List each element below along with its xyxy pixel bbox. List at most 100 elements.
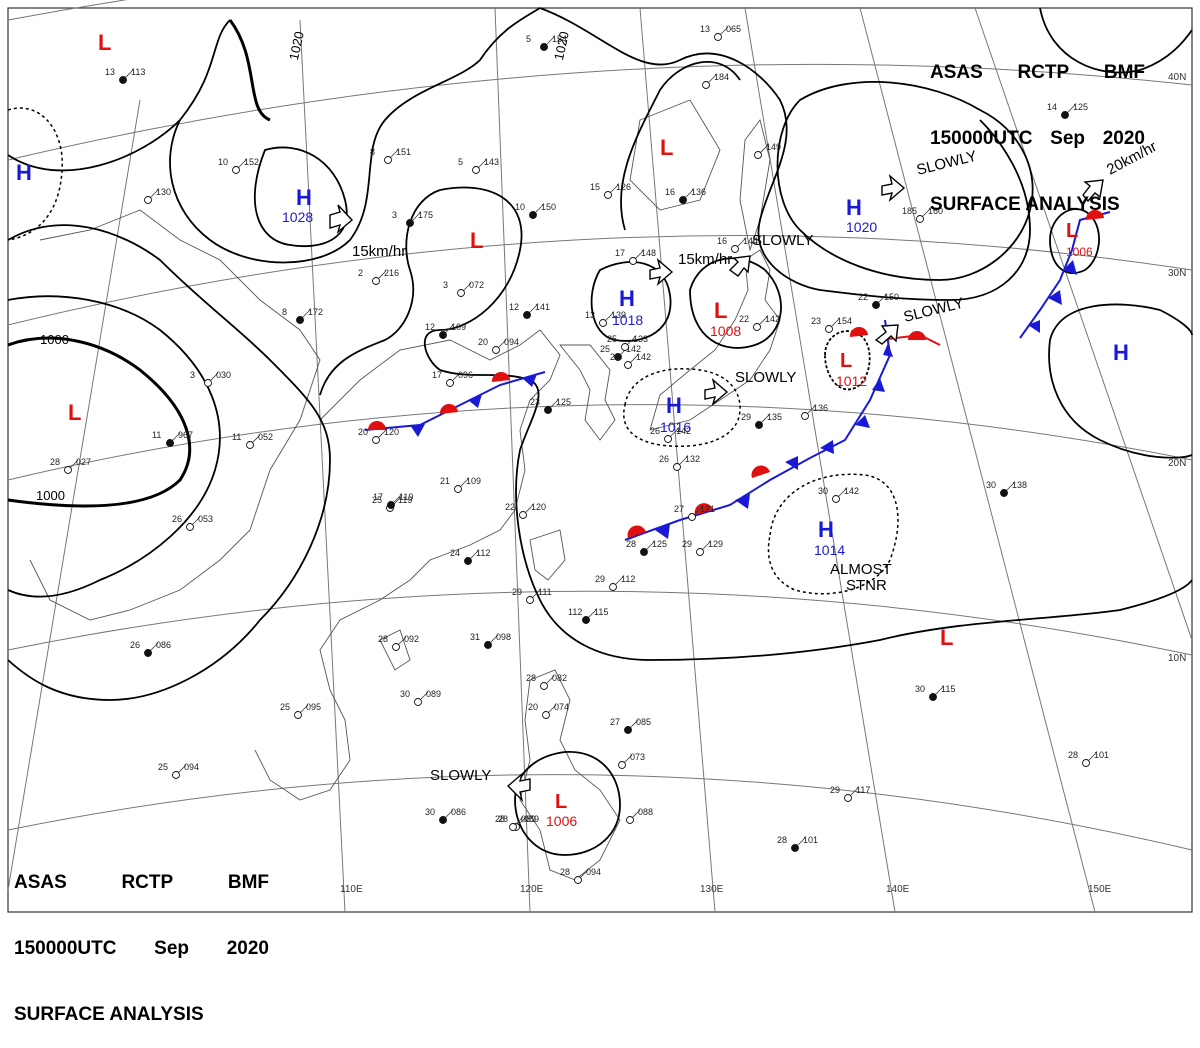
- isobar-north-low: [7, 19, 231, 172]
- station-circle: [540, 43, 548, 51]
- low-phil-letter: L: [555, 791, 567, 813]
- station-plot: 26 086: [130, 640, 171, 657]
- station-temp: 29: [512, 587, 522, 597]
- isobar-east-lower: [1048, 339, 1193, 459]
- station-temp: 8: [370, 147, 375, 157]
- coordinate-labels: 110E 120E 130E 140E 150E 40N 30N 20N 10N: [340, 72, 1186, 895]
- coast-primorye: [629, 99, 721, 211]
- station-circle: [688, 513, 696, 521]
- station-circle: [384, 156, 392, 164]
- lon-label-120e: 120E: [520, 884, 544, 895]
- station-temp: 10: [515, 202, 525, 212]
- station-circle: [916, 215, 924, 223]
- station-plot: 27 085: [610, 717, 651, 734]
- station-plot: 14 125: [1047, 102, 1088, 119]
- lon-label-150e: 150E: [1088, 884, 1112, 895]
- station-circle: [844, 794, 852, 802]
- station-pressure: 142: [636, 352, 651, 362]
- station-pressure: 053: [198, 514, 213, 524]
- lat-label-20n: 20N: [1168, 458, 1186, 469]
- station-pressure: 125: [556, 397, 571, 407]
- low-nw-letter: L: [98, 30, 111, 55]
- station-pressure: 098: [496, 632, 511, 642]
- station-plot: 23 154: [811, 316, 852, 333]
- lon-line-120e: [494, 7, 531, 913]
- low-1012-value: 1012: [836, 373, 867, 389]
- station-plot: 22 150: [858, 292, 899, 309]
- station-circle: [614, 353, 622, 361]
- station-temp: 25: [372, 495, 382, 505]
- lon-label-130e: 130E: [700, 884, 724, 895]
- station-circle: [484, 641, 492, 649]
- header-top-line1-b: RCTP: [1017, 62, 1070, 83]
- station-plot: 25 133: [607, 334, 648, 351]
- station-circle: [754, 151, 762, 159]
- station-pressure: 133: [633, 334, 648, 344]
- station-temp: 28: [495, 814, 505, 824]
- station-pressure: 052: [258, 432, 273, 442]
- lon-line-160e: [974, 7, 1193, 641]
- arrow-1012: [874, 324, 899, 345]
- header-top-line1-a: ASAS: [930, 62, 983, 83]
- station-plot: 8 172: [282, 307, 323, 324]
- header-bottom-line1-a: ASAS: [14, 872, 67, 893]
- isobar-low-1006-ne: [1049, 208, 1100, 275]
- station-pressure: 092: [404, 634, 419, 644]
- front-south-warm-semicircles: [627, 326, 868, 538]
- station-temp: 23: [811, 316, 821, 326]
- station-plot: 185 160: [902, 206, 943, 223]
- station-temp: 17: [373, 492, 383, 502]
- station-circle: [582, 616, 590, 624]
- isobar-low-1008: [689, 257, 782, 349]
- station-plot: 22 142: [739, 314, 780, 331]
- station-circle: [204, 379, 212, 387]
- station-pressure: 139: [611, 310, 626, 320]
- isobar-1000-bold: [7, 336, 192, 508]
- station-pressure: 216: [384, 268, 399, 278]
- station-plot: 13 065: [700, 24, 741, 41]
- front-ne-triangles: [1028, 260, 1077, 333]
- station-temp: 13: [585, 310, 595, 320]
- station-plot: 30 115: [915, 684, 955, 701]
- station-circle: [629, 257, 637, 265]
- station-temp: 28: [1068, 750, 1078, 760]
- lat-line-10n: [7, 590, 1193, 656]
- lat-line-40n: [7, 63, 1193, 161]
- header-bottom-line2-a: 150000UTC: [14, 938, 117, 959]
- lon-line-130e: [639, 7, 716, 913]
- high-1018-letter: H: [619, 286, 635, 311]
- high-1018-value: 1018: [612, 312, 643, 328]
- station-pressure: 125: [652, 539, 667, 549]
- station-temp: 25: [607, 334, 617, 344]
- station-pressure: 149: [766, 142, 781, 152]
- station-pressure: 172: [308, 307, 323, 317]
- isobar-1012-long: [423, 186, 1193, 661]
- station-circle: [664, 435, 672, 443]
- station-plot: 13 139: [585, 310, 626, 327]
- station-pressure: 142: [626, 344, 641, 354]
- station-circle: [604, 191, 612, 199]
- station-plot: 20 074: [528, 702, 569, 719]
- low-pacific-letter: L: [940, 625, 953, 650]
- station-temp: 3: [392, 210, 397, 220]
- isobar-east: [1049, 303, 1193, 341]
- station-circle: [439, 331, 447, 339]
- dashed-high-1016: [623, 368, 741, 447]
- lat-line-20n: [7, 404, 1193, 481]
- station-circle: [246, 441, 254, 449]
- isobar-high-1020: [776, 81, 1034, 281]
- coast-taiwan: [529, 529, 566, 581]
- station-temp: 25: [280, 702, 290, 712]
- station-plot: 25 094: [158, 762, 199, 779]
- header-top-right: ASAS RCTP BMF 150000UTC Sep 2020 SURFACE ANA…: [930, 18, 1145, 238]
- station-temp: 112: [568, 607, 582, 617]
- station-pressure: 089: [521, 814, 536, 824]
- station-pressure: 150: [541, 202, 556, 212]
- low-phil-value: 1006: [546, 813, 577, 829]
- station-plot: 2 216: [358, 268, 399, 285]
- station-temp: 5: [458, 157, 463, 167]
- low-ne-value: 1006: [1066, 245, 1093, 259]
- station-temp: 11: [232, 432, 241, 442]
- station-pressure: 030: [216, 370, 231, 380]
- station-circle: [621, 343, 629, 351]
